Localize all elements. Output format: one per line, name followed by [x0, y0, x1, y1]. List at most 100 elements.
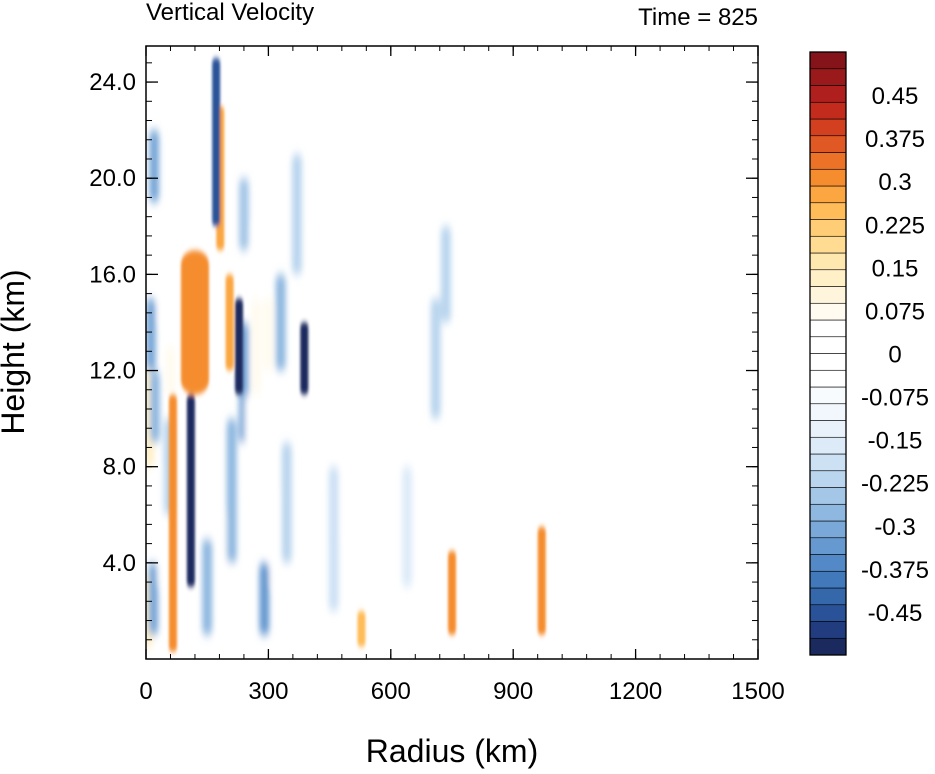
field-downdraft [300, 322, 309, 395]
field-streak [202, 538, 213, 635]
y-tick-label: 20.0 [89, 165, 136, 192]
colorbar-box [809, 319, 847, 338]
colorbar-label: -0.375 [861, 557, 929, 584]
field-streak [245, 394, 256, 491]
field-streak [281, 442, 292, 563]
colorbar-box [809, 587, 847, 606]
axis-ticks: 0 300 600 900 1200 1500 4.0 8.0 12.0 16.0 20.0 24.0 [89, 46, 785, 705]
colorbar-box [809, 219, 847, 237]
field-streak [263, 298, 274, 371]
field-streak [340, 442, 351, 539]
colorbar-box [809, 118, 847, 137]
field-streak [146, 298, 156, 371]
field-downdraft [186, 394, 195, 587]
colorbar-frame [809, 51, 847, 656]
colorbar-box [809, 537, 847, 555]
field-streak [306, 394, 317, 491]
field-streak [149, 370, 160, 443]
field-streak [238, 178, 249, 251]
colorbar-label: 0.225 [865, 212, 925, 239]
field-streak [157, 250, 168, 323]
field-streak [430, 298, 441, 419]
field-updraft [448, 550, 456, 635]
colorbar-label: 0.375 [865, 126, 925, 153]
colorbar-box [809, 470, 847, 488]
colorbar-box [809, 420, 847, 438]
colorbar-box [809, 503, 847, 522]
plot-frame [145, 45, 759, 660]
field-streak [434, 610, 445, 635]
colorbar-box [809, 453, 847, 472]
x-axis-label: Radius (km) [366, 733, 538, 769]
colorbar-box [809, 570, 847, 589]
colorbar-label: -0.3 [874, 514, 915, 541]
x-tick-label: 900 [493, 678, 533, 705]
field-streak [402, 466, 413, 587]
time-label: Time = 825 [638, 4, 758, 31]
colorbar-label: 0.3 [878, 169, 911, 196]
field-streak [312, 226, 323, 323]
colorbar-box [809, 369, 847, 388]
field-streak [357, 178, 368, 251]
colorbar-box [809, 68, 847, 86]
field-streak [259, 562, 270, 635]
field-downdraft [212, 58, 221, 227]
colorbar-box [809, 235, 847, 254]
y-axis-label: Height (km) [0, 269, 31, 434]
colorbar-label: -0.225 [861, 471, 929, 498]
field-streak [250, 226, 261, 299]
colorbar-box [809, 386, 847, 405]
field-sharp-layer [168, 58, 546, 652]
field-updraft [537, 526, 546, 635]
colorbar-label: -0.075 [861, 385, 929, 412]
x-tick-label: 0 [139, 678, 152, 705]
y-tick-label: 24.0 [89, 69, 136, 96]
colorbar-box [809, 336, 847, 354]
colorbar-box [809, 152, 847, 170]
field-streak [206, 442, 217, 539]
colorbar-label: 0.45 [872, 83, 919, 110]
field-downdraft [235, 298, 244, 395]
colorbar-box [809, 269, 847, 287]
colorbar-box [809, 286, 847, 304]
colorbar-box [809, 252, 847, 271]
field-updraft [180, 250, 209, 395]
colorbar: 0.45 0.375 0.3 0.225 0.15 0.075 0 -0.075 -0.15 -0… [809, 51, 929, 656]
colorbar-box [809, 637, 847, 656]
colorbar-box [809, 436, 847, 455]
field-streak [328, 466, 339, 611]
colorbar-label: 0 [888, 342, 901, 369]
colorbar-box [809, 101, 847, 120]
colorbar-label: -0.15 [868, 428, 923, 455]
x-tick-label: 300 [248, 678, 288, 705]
field-updraft [168, 394, 177, 652]
field-streak [291, 154, 302, 275]
colorbar-box [809, 302, 847, 321]
field-streak [149, 130, 160, 203]
y-tick-label: 12.0 [89, 358, 136, 385]
x-tick-label: 600 [371, 678, 411, 705]
y-tick-label: 8.0 [103, 454, 136, 481]
field-updraft [225, 274, 234, 371]
field-streak [165, 346, 176, 395]
field-streak [275, 274, 286, 371]
field-updraft [357, 610, 366, 647]
colorbar-box [809, 403, 847, 421]
field-streak [418, 178, 429, 275]
colorbar-box [809, 520, 847, 539]
colorbar-box [809, 168, 847, 187]
colorbar-box [809, 51, 847, 70]
colorbar-label: 0.15 [872, 255, 919, 282]
velocity-field [146, 58, 546, 659]
field-streak [440, 226, 451, 323]
colorbar-box [809, 85, 847, 103]
field-streak [226, 418, 237, 563]
colorbar-box [809, 487, 847, 505]
x-tick-label: 1500 [731, 678, 784, 705]
colorbar-box [809, 185, 847, 204]
y-tick-label: 16.0 [89, 261, 136, 288]
field-streak [269, 490, 280, 587]
field-streak [148, 562, 159, 635]
colorbar-box [809, 135, 847, 153]
